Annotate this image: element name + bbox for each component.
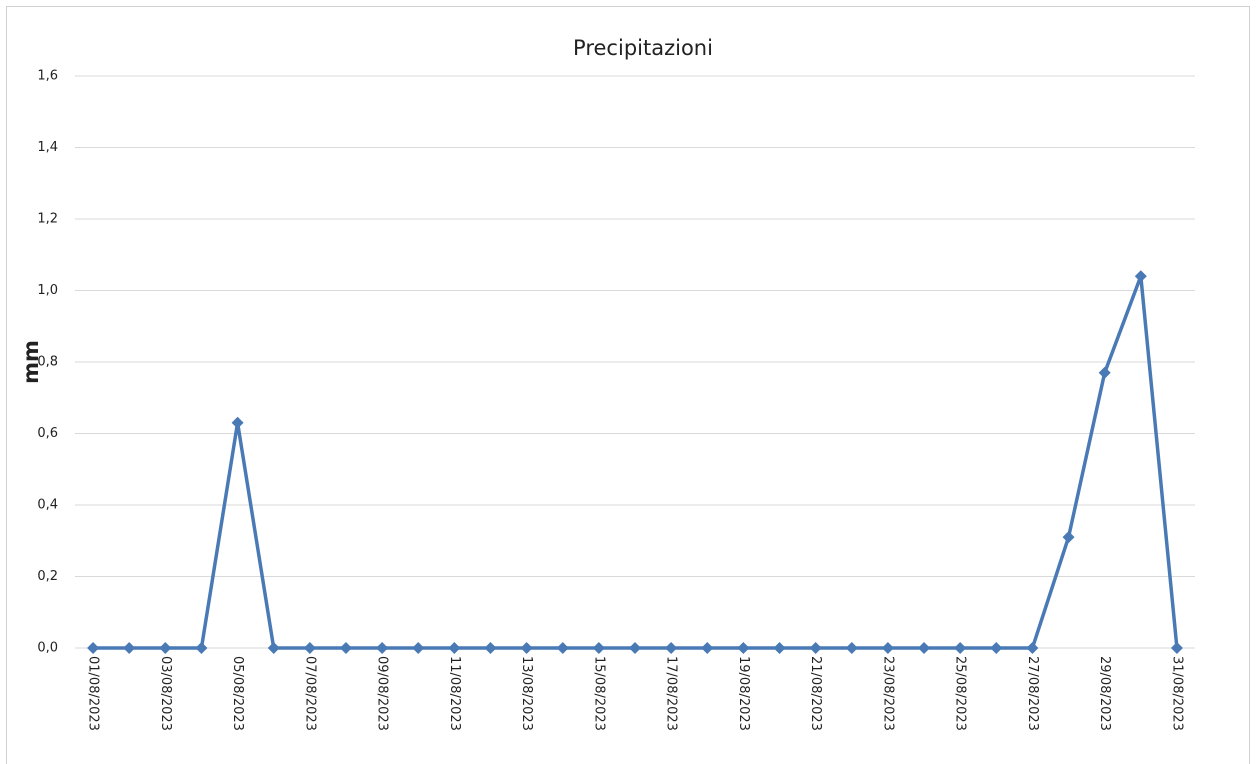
data-point	[809, 642, 822, 654]
data-point	[339, 642, 352, 654]
chart-frame	[6, 6, 1250, 764]
x-tick-label: 15/08/2023	[591, 656, 606, 731]
y-tick-label: 1,4	[37, 140, 58, 155]
y-tick-label: 1,0	[37, 283, 58, 298]
data-point	[701, 642, 714, 654]
x-tick-label: 11/08/2023	[447, 656, 462, 731]
data-point	[665, 642, 678, 654]
y-tick-label: 0,0	[37, 641, 58, 656]
x-tick-label: 27/08/2023	[1025, 656, 1040, 731]
y-tick-label: 1,6	[37, 69, 58, 84]
data-point	[195, 642, 208, 654]
data-point	[881, 642, 894, 654]
x-tick-label: 01/08/2023	[86, 656, 101, 731]
x-tick-label: 09/08/2023	[375, 656, 390, 731]
data-point	[918, 642, 931, 654]
x-tick-label: 21/08/2023	[808, 656, 823, 731]
data-point	[303, 642, 316, 654]
data-point	[87, 642, 100, 654]
x-tick-label: 05/08/2023	[230, 656, 245, 731]
x-tick-label: 31/08/2023	[1169, 656, 1184, 731]
data-point	[520, 642, 533, 654]
data-point	[448, 642, 461, 654]
x-tick-label: 17/08/2023	[664, 656, 679, 731]
y-tick-label: 0,2	[37, 569, 58, 584]
chart-title: Precipitazioni	[573, 36, 713, 60]
x-tick-label: 19/08/2023	[736, 656, 751, 731]
data-point	[1134, 270, 1147, 283]
data-point	[484, 642, 497, 654]
data-point	[123, 642, 136, 654]
data-point	[231, 416, 244, 429]
x-tick-label: 23/08/2023	[880, 656, 895, 731]
x-tick-label: 03/08/2023	[158, 656, 173, 731]
x-tick-label: 29/08/2023	[1097, 656, 1112, 731]
y-tick-label: 0,6	[37, 426, 58, 441]
data-point	[990, 642, 1003, 654]
x-tick-label: 25/08/2023	[953, 656, 968, 731]
y-tick-label: 0,8	[37, 355, 58, 370]
data-point	[267, 642, 280, 654]
data-point	[1062, 531, 1075, 544]
data-point	[376, 642, 389, 654]
y-axis-label: mm	[19, 340, 43, 384]
data-point	[845, 642, 858, 654]
data-point	[159, 642, 172, 654]
data-point	[1098, 366, 1111, 379]
y-tick-label: 1,2	[37, 212, 58, 227]
x-tick-label: 07/08/2023	[302, 656, 317, 731]
x-tick-label: 13/08/2023	[519, 656, 534, 731]
data-point	[1026, 642, 1039, 654]
data-point	[592, 642, 605, 654]
data-point	[1170, 642, 1183, 654]
data-point	[954, 642, 967, 654]
y-tick-label: 0,4	[37, 498, 58, 513]
data-point	[412, 642, 425, 654]
data-point	[773, 642, 786, 654]
data-point	[629, 642, 641, 654]
data-point	[556, 642, 569, 654]
data-point	[737, 642, 750, 654]
